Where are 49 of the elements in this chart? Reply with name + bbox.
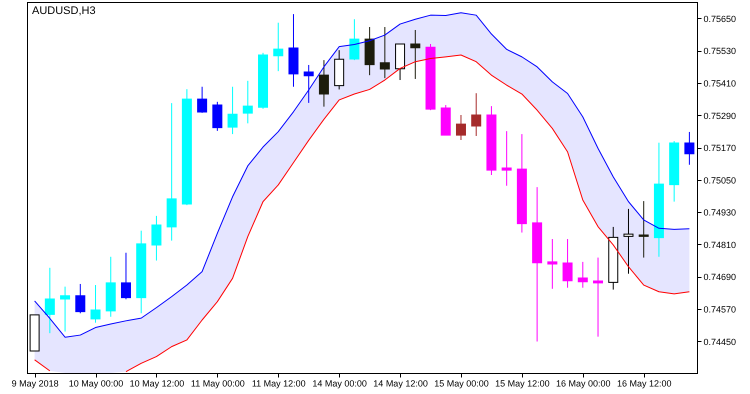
chart-title: AUDUSD,H3 <box>32 5 96 17</box>
candlestick <box>90 284 101 324</box>
candlestick <box>304 64 314 104</box>
candlestick <box>212 101 222 132</box>
y-tick-label: 0.75050 <box>704 175 736 186</box>
candlestick <box>120 252 131 300</box>
y-tick-label: 0.74690 <box>704 272 736 282</box>
candlestick <box>349 18 360 61</box>
x-tick-label: 14 May 12:00 <box>373 378 428 388</box>
x-tick-label: 15 May 00:00 <box>434 378 489 388</box>
candlestick <box>44 267 55 334</box>
candlestick <box>380 26 390 79</box>
y-tick-label: 0.74570 <box>704 304 736 314</box>
candlestick <box>502 130 512 186</box>
y-tick-label: 0.74450 <box>704 336 736 347</box>
x-tick-label: 14 May 00:00 <box>312 378 367 388</box>
candlestick <box>471 92 482 136</box>
x-tick-label: 10 May 12:00 <box>130 378 184 388</box>
candlestick <box>638 200 649 258</box>
x-tick-label: 15 May 12:00 <box>495 378 550 388</box>
candlestick <box>623 208 634 274</box>
candlestick <box>75 283 86 314</box>
candlestick <box>60 286 70 332</box>
candlestick <box>456 114 466 141</box>
y-tick-label: 0.75530 <box>704 46 736 56</box>
candlestick <box>684 131 694 166</box>
x-tick-label: 9 May 2018 <box>12 378 59 388</box>
candlestick <box>578 261 588 288</box>
y-tick-label: 0.75650 <box>704 14 736 24</box>
x-tick-label: 10 May 00:00 <box>68 378 124 388</box>
x-tick-label: 16 May 12:00 <box>616 378 672 388</box>
y-tick-label: 0.75410 <box>704 78 736 88</box>
x-tick-label: 11 May 12:00 <box>252 378 306 388</box>
candlestick <box>593 257 604 338</box>
y-tick-label: 0.75170 <box>704 143 736 154</box>
x-tick-label: 11 May 00:00 <box>190 378 245 388</box>
candlestick <box>562 238 573 288</box>
candlestick <box>242 80 253 124</box>
candlestick <box>318 60 329 108</box>
candlestick <box>228 86 238 135</box>
candlestick <box>273 22 284 72</box>
candlestick <box>410 29 420 80</box>
y-tick-label: 0.74810 <box>704 240 736 250</box>
x-tick-label: 16 May 00:00 <box>556 378 611 388</box>
y-tick-label: 0.75290 <box>704 110 736 121</box>
candlestick <box>547 238 558 290</box>
candlestick <box>151 215 162 262</box>
y-tick-label: 0.74930 <box>704 208 736 218</box>
candlestick <box>197 86 208 114</box>
